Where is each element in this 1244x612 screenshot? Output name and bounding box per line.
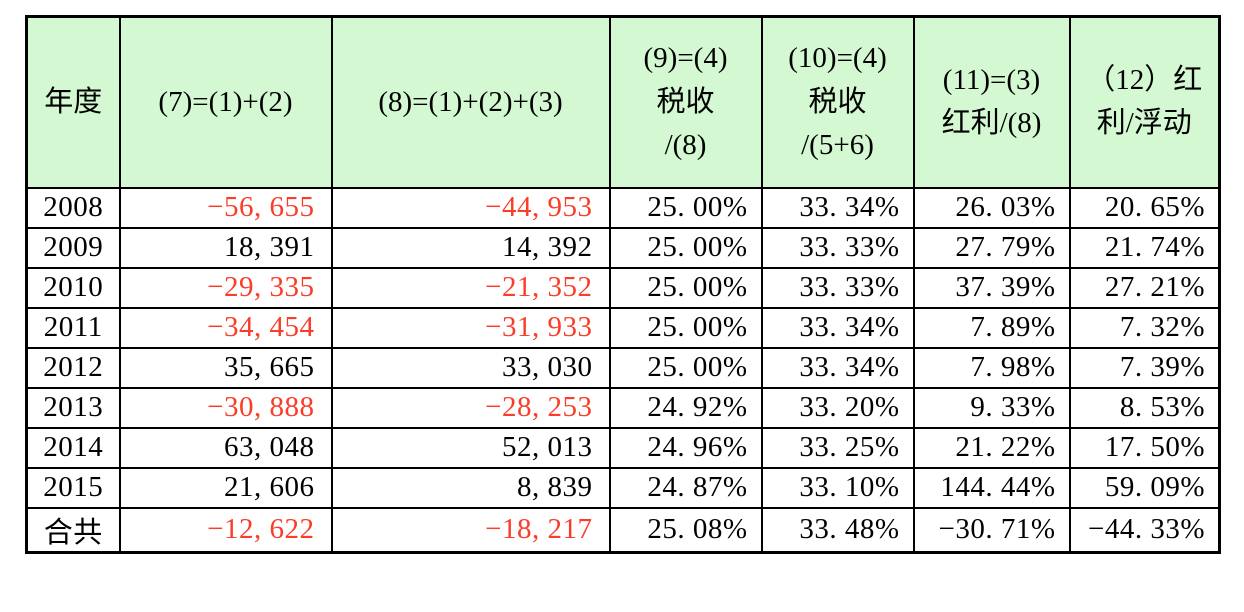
year-cell: 2013 xyxy=(25,386,121,429)
table-row: 2010 −29, 335 −21, 352 25. 00% 33. 33% 3… xyxy=(25,266,1221,309)
percent-cell: −44. 33% xyxy=(1068,506,1221,553)
percent-cell: 27. 21% xyxy=(1068,266,1221,309)
percent-cell: 25. 08% xyxy=(608,506,763,553)
percent-cell: 33. 48% xyxy=(760,506,915,553)
percent-cell: 7. 39% xyxy=(1068,346,1221,389)
table-row: 2015 21, 606 8, 839 24. 87% 33. 10% 144.… xyxy=(25,466,1221,509)
percent-cell: −30. 71% xyxy=(912,506,1071,553)
column-header-year: 年度 xyxy=(25,15,121,189)
value-cell: −29, 335 xyxy=(118,266,333,309)
table-row: 2008 −56, 655 −44, 953 25. 00% 33. 34% 2… xyxy=(25,186,1221,229)
table-row: 2014 63, 048 52, 013 24. 96% 33. 25% 21.… xyxy=(25,426,1221,469)
percent-cell: 7. 89% xyxy=(912,306,1071,349)
year-cell: 2008 xyxy=(25,186,121,229)
value-cell: −18, 217 xyxy=(330,506,611,553)
table-container: 年度 (7)=(1)+(2) (8)=(1)+(2)+(3) (9)=(4) 税… xyxy=(25,15,1221,554)
table-row: 2012 35, 665 33, 030 25. 00% 33. 34% 7. … xyxy=(25,346,1221,389)
column-header-col11: (11)=(3) 红利/(8) xyxy=(912,15,1071,189)
value-cell: 35, 665 xyxy=(118,346,333,389)
value-cell: 14, 392 xyxy=(330,226,611,269)
year-cell: 2011 xyxy=(25,306,121,349)
year-cell: 2012 xyxy=(25,346,121,389)
value-cell: 63, 048 xyxy=(118,426,333,469)
value-cell: −28, 253 xyxy=(330,386,611,429)
percent-cell: 25. 00% xyxy=(608,346,763,389)
value-cell: 8, 839 xyxy=(330,466,611,509)
percent-cell: 33. 10% xyxy=(760,466,915,509)
total-label-cell: 合共 xyxy=(25,506,121,553)
value-cell: −44, 953 xyxy=(330,186,611,229)
header-row: 年度 (7)=(1)+(2) (8)=(1)+(2)+(3) (9)=(4) 税… xyxy=(25,15,1221,189)
percent-cell: 8. 53% xyxy=(1068,386,1221,429)
percent-cell: 25. 00% xyxy=(608,226,763,269)
percent-cell: 17. 50% xyxy=(1068,426,1221,469)
percent-cell: 7. 98% xyxy=(912,346,1071,389)
percent-cell: 27. 79% xyxy=(912,226,1071,269)
value-cell: −21, 352 xyxy=(330,266,611,309)
value-cell: −31, 933 xyxy=(330,306,611,349)
year-cell: 2015 xyxy=(25,466,121,509)
year-cell: 2009 xyxy=(25,226,121,269)
percent-cell: 26. 03% xyxy=(912,186,1071,229)
financial-table: 年度 (7)=(1)+(2) (8)=(1)+(2)+(3) (9)=(4) 税… xyxy=(25,15,1221,554)
table-row-total: 合共 −12, 622 −18, 217 25. 08% 33. 48% −30… xyxy=(25,506,1221,553)
year-cell: 2010 xyxy=(25,266,121,309)
value-cell: −56, 655 xyxy=(118,186,333,229)
table-row: 2011 −34, 454 −31, 933 25. 00% 33. 34% 7… xyxy=(25,306,1221,349)
percent-cell: 144. 44% xyxy=(912,466,1071,509)
percent-cell: 20. 65% xyxy=(1068,186,1221,229)
percent-cell: 21. 22% xyxy=(912,426,1071,469)
value-cell: −30, 888 xyxy=(118,386,333,429)
percent-cell: 25. 00% xyxy=(608,266,763,309)
column-header-col7: (7)=(1)+(2) xyxy=(118,15,333,189)
column-header-col9: (9)=(4) 税收 /(8) xyxy=(608,15,763,189)
percent-cell: 33. 34% xyxy=(760,306,915,349)
percent-cell: 33. 25% xyxy=(760,426,915,469)
value-cell: −12, 622 xyxy=(118,506,333,553)
column-header-col12: （12）红 利/浮动 xyxy=(1068,15,1221,189)
percent-cell: 7. 32% xyxy=(1068,306,1221,349)
column-header-col10: (10)=(4) 税收 /(5+6) xyxy=(760,15,915,189)
percent-cell: 25. 00% xyxy=(608,186,763,229)
value-cell: −34, 454 xyxy=(118,306,333,349)
value-cell: 21, 606 xyxy=(118,466,333,509)
table-row: 2009 18, 391 14, 392 25. 00% 33. 33% 27.… xyxy=(25,226,1221,269)
percent-cell: 33. 34% xyxy=(760,346,915,389)
value-cell: 33, 030 xyxy=(330,346,611,389)
column-header-col8: (8)=(1)+(2)+(3) xyxy=(330,15,611,189)
percent-cell: 33. 33% xyxy=(760,226,915,269)
value-cell: 52, 013 xyxy=(330,426,611,469)
percent-cell: 24. 96% xyxy=(608,426,763,469)
percent-cell: 9. 33% xyxy=(912,386,1071,429)
table-row: 2013 −30, 888 −28, 253 24. 92% 33. 20% 9… xyxy=(25,386,1221,429)
year-cell: 2014 xyxy=(25,426,121,469)
percent-cell: 33. 33% xyxy=(760,266,915,309)
percent-cell: 21. 74% xyxy=(1068,226,1221,269)
percent-cell: 37. 39% xyxy=(912,266,1071,309)
value-cell: 18, 391 xyxy=(118,226,333,269)
percent-cell: 59. 09% xyxy=(1068,466,1221,509)
percent-cell: 33. 34% xyxy=(760,186,915,229)
percent-cell: 33. 20% xyxy=(760,386,915,429)
percent-cell: 24. 92% xyxy=(608,386,763,429)
percent-cell: 25. 00% xyxy=(608,306,763,349)
percent-cell: 24. 87% xyxy=(608,466,763,509)
